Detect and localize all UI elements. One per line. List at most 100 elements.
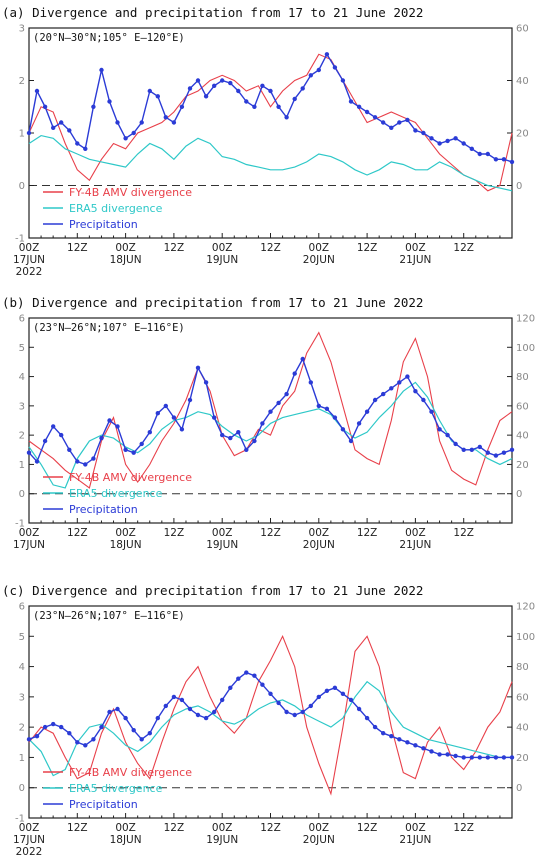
year-label: 2022 [16,266,43,278]
right-tick-label: 20 [516,460,529,471]
precipitation-point [308,703,313,709]
right-tick-label: 120 [516,314,535,325]
left-tick-label: 5 [19,632,25,643]
left-tick-label: 1 [19,129,25,140]
precipitation-point [99,67,104,73]
precipitation-point [163,703,168,709]
precipitation-point [220,432,225,438]
x-tick-label: 00Z [309,242,330,254]
precipitation-point [332,415,338,420]
precipitation-point [308,73,313,78]
year-label: 2022 [16,846,43,858]
precipitation-point [405,374,410,379]
precipitation-point [300,86,305,91]
precipitation-point [340,427,346,432]
precipitation-point [356,706,362,712]
precipitation-point [332,65,338,70]
series-line-fy4b [28,634,513,796]
precipitation-point [477,755,482,760]
precipitation-point [397,120,402,125]
x-tick-label: 12Z [164,242,185,254]
precipitation-point [83,146,88,151]
legend-entry: FY-4B AMV divergence [69,186,192,199]
series-line-era5 [28,680,512,777]
series-line-fy4b [28,53,513,192]
series-line-era5 [28,134,513,192]
right-tick-label: 40 [516,431,529,442]
left-tick-label: -1 [15,234,25,245]
region-label: (23°N–26°N;107° E–116°E) [33,610,185,622]
precipitation-point [171,415,177,420]
precipitation-point [131,130,136,136]
precipitation-point [123,715,128,721]
left-tick-label: 6 [19,314,25,325]
precipitation-point [485,450,490,455]
precipitation-point [340,691,346,696]
date-label: 18JUN [110,539,142,551]
x-tick-label: 12Z [357,822,378,834]
precipitation-point [397,380,402,385]
precipitation-point [389,734,394,739]
precipitation-point [461,755,466,760]
precipitation-point [34,88,40,94]
date-label: 20JUN [303,834,335,846]
left-tick-label: 2 [19,723,25,734]
precipitation-point [59,724,64,730]
precipitation-point [195,365,201,370]
legend-entry: Precipitation [69,218,138,231]
date-label: 19JUN [206,254,238,266]
precipitation-point [356,104,362,110]
x-tick-label: 00Z [19,527,40,539]
left-tick-label: 5 [19,343,25,354]
legend-entry: FY-4B AMV divergence [69,766,192,779]
precipitation-point [308,380,313,385]
precipitation-point [139,120,144,125]
x-tick-label: 12Z [67,527,88,539]
series-line-era5 [28,381,513,489]
legend-entry: Precipitation [69,503,138,516]
left-tick-label: 6 [19,602,25,613]
x-tick-label: 12Z [67,822,88,834]
precipitation-point [179,104,185,110]
left-tick-label: 0 [19,489,25,500]
precipitation-point [372,724,378,730]
precipitation-point [155,411,160,416]
region-label: (20°N–30°N;105° E–120°E) [33,32,185,44]
precipitation-point [203,94,209,99]
precipitation-point [91,104,96,110]
legend-entry: ERA5 divergence [69,487,163,500]
x-tick-label: 00Z [115,822,136,834]
right-tick-label: 60 [516,401,529,412]
precipitation-point [485,755,490,760]
precipitation-point [42,438,48,444]
date-label: 21JUN [399,834,431,846]
date-label: 18JUN [110,834,142,846]
precipitation-point [67,128,72,133]
precipitation-point [59,120,64,125]
precipitation-point [155,94,160,99]
precipitation-point [252,673,257,678]
left-tick-label: 3 [19,24,25,35]
x-tick-label: 12Z [260,822,281,834]
x-tick-label: 00Z [212,527,233,539]
precipitation-point [67,731,72,736]
precipitation-point [260,421,265,426]
date-label: 21JUN [399,539,431,551]
x-tick-label: 00Z [212,242,233,254]
precipitation-point [429,749,434,754]
x-tick-label: 00Z [115,242,136,254]
precipitation-point [147,88,152,94]
precipitation-point [83,743,88,748]
x-tick-label: 00Z [405,527,426,539]
right-tick-label: 20 [516,129,529,140]
precipitation-point [131,728,136,733]
x-tick-label: 12Z [260,242,281,254]
precipitation-point [445,432,450,438]
right-tick-label: 40 [516,723,529,734]
precipitation-point [155,715,160,721]
precipitation-point [51,125,56,130]
precipitation-point [276,400,281,406]
right-tick-label: 80 [516,662,529,673]
precipitation-point [300,356,305,362]
